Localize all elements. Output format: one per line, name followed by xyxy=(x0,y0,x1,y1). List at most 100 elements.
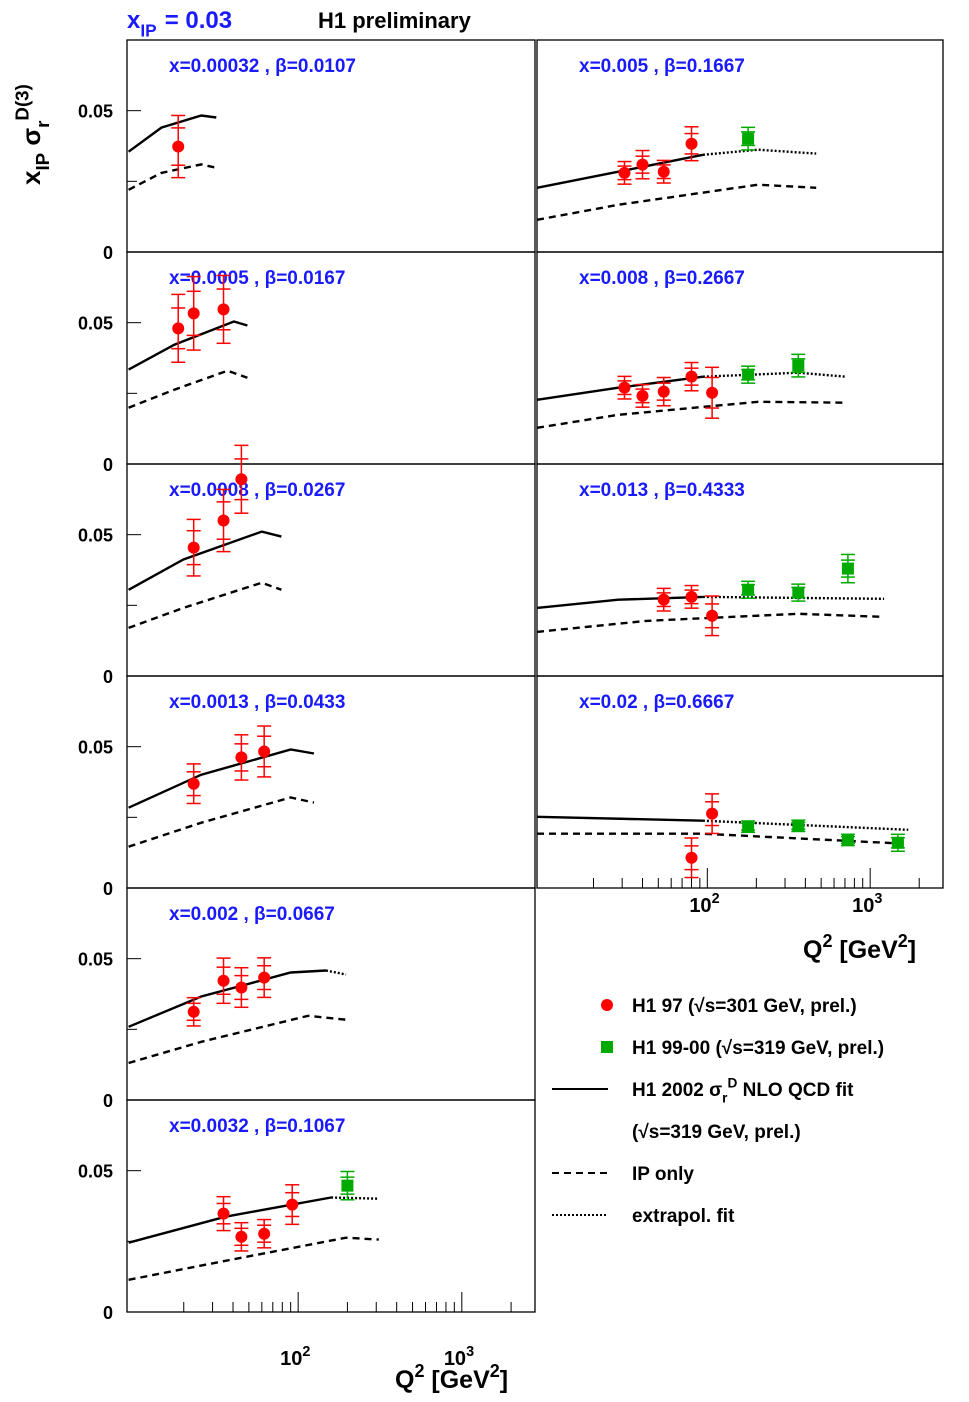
curve-dashed xyxy=(128,1236,379,1281)
data-point xyxy=(636,158,649,171)
panel-label: x=0.008 , β=0.2667 xyxy=(579,268,745,289)
data-point xyxy=(258,1227,271,1240)
panel-frame xyxy=(126,1099,536,1313)
data-point xyxy=(217,1207,230,1220)
data-point xyxy=(235,473,248,486)
data-point xyxy=(657,165,670,178)
data-point xyxy=(891,836,904,849)
panel-label: x=0.0008 , β=0.0267 xyxy=(169,480,345,501)
text-part: 2 xyxy=(302,1344,310,1360)
y-tick-label: 0 xyxy=(103,455,113,475)
data-point xyxy=(636,389,649,402)
text-part: extrapol. fit xyxy=(632,1206,735,1227)
data-point xyxy=(618,381,631,394)
text-part: 10 xyxy=(444,1348,466,1370)
data-point xyxy=(172,322,185,335)
panel-label: x=0.0013 , β=0.0433 xyxy=(169,692,345,713)
curve-dotted xyxy=(702,148,817,156)
legend-label: H1 99-00 (√s=319 GeV, prel.) xyxy=(632,1038,884,1059)
text-part: IP xyxy=(140,20,156,40)
text-part: [GeV xyxy=(424,1366,490,1394)
x-tick-label: 102 xyxy=(280,1344,310,1370)
text-part: ] xyxy=(908,936,916,964)
y-tick-label: 0.05 xyxy=(78,738,113,758)
curve-solid xyxy=(128,320,248,371)
data-point xyxy=(742,132,755,145)
text-part: 3 xyxy=(874,891,882,907)
curve-dashed xyxy=(536,183,817,221)
x-axis-label: Q2 [GeV2] xyxy=(395,1361,508,1394)
curve-solid xyxy=(127,114,217,153)
data-point xyxy=(235,1230,248,1243)
text-part: IP only xyxy=(632,1164,694,1185)
data-point xyxy=(685,590,698,603)
x-tick-label: 103 xyxy=(852,891,882,917)
text-part: D(3) xyxy=(11,84,32,120)
curve-dashed xyxy=(536,612,885,634)
curve-dotted xyxy=(702,371,847,378)
curve-solid xyxy=(536,153,704,189)
panel-label: x=0.02 , β=0.6667 xyxy=(579,692,734,713)
text-part: 2 xyxy=(898,931,908,951)
panel-frame xyxy=(536,675,944,889)
panel-label: x=0.00032 , β=0.0107 xyxy=(169,56,356,77)
text-part: H1 97 (√s=301 GeV, prel.) xyxy=(632,996,857,1017)
curve-dashed xyxy=(128,796,315,848)
curve-solid xyxy=(128,748,315,809)
data-point xyxy=(657,593,670,606)
data-point xyxy=(187,1005,200,1018)
panel-label: x=0.005 , β=0.1667 xyxy=(579,56,745,77)
text-part: IP xyxy=(32,153,53,171)
data-point xyxy=(841,833,854,846)
x-tick-label: 102 xyxy=(689,891,719,917)
y-tick-label: 0.05 xyxy=(78,950,113,970)
curve-dotted xyxy=(325,969,347,976)
data-point xyxy=(792,819,805,832)
data-point xyxy=(217,514,230,527)
data-point xyxy=(685,370,698,383)
text-part: r xyxy=(32,121,53,128)
curve-dotted xyxy=(702,819,909,831)
curve-solid xyxy=(536,815,703,822)
text-part: x xyxy=(127,7,141,34)
data-point xyxy=(187,541,200,554)
curve-solid xyxy=(128,1196,332,1244)
text-part: Q xyxy=(395,1366,414,1394)
text-part: 10 xyxy=(689,895,711,917)
text-part: Q xyxy=(803,936,822,964)
text-part: D xyxy=(727,1075,737,1090)
title: xIP = 0.03 xyxy=(127,7,232,40)
data-point xyxy=(187,777,200,790)
x-tick-label: 103 xyxy=(444,1344,474,1370)
legend-label: H1 97 (√s=301 GeV, prel.) xyxy=(632,996,857,1017)
data-point xyxy=(187,307,200,320)
text-part: 10 xyxy=(280,1348,302,1370)
curve-dashed xyxy=(128,581,282,630)
y-tick-label: 0 xyxy=(103,1303,113,1323)
y-tick-label: 0 xyxy=(103,879,113,899)
legend-label: IP only xyxy=(632,1164,694,1185)
text-part: [GeV xyxy=(832,936,898,964)
data-point xyxy=(685,137,698,150)
curve-solid xyxy=(536,375,704,401)
legend-marker xyxy=(601,1041,613,1053)
legend-label: H1 2002 σrD NLO QCD fit xyxy=(632,1075,854,1105)
y-tick-label: 0.05 xyxy=(78,526,113,546)
y-tick-label: 0.05 xyxy=(78,1162,113,1182)
y-tick-label: 0.05 xyxy=(78,314,113,334)
data-point xyxy=(742,368,755,381)
curve-dashed xyxy=(128,163,217,191)
data-point xyxy=(258,971,271,984)
data-point xyxy=(172,140,185,153)
data-point xyxy=(792,359,805,372)
text-part: = 0.03 xyxy=(165,7,232,34)
data-point xyxy=(258,745,271,758)
curve-solid xyxy=(128,530,282,591)
text-part: 2 xyxy=(414,1361,424,1381)
panel-label: x=0.013 , β=0.4333 xyxy=(579,480,745,501)
data-point xyxy=(618,166,631,179)
text-part: 2 xyxy=(490,1361,500,1381)
data-point xyxy=(841,562,854,575)
data-point xyxy=(685,851,698,864)
panel-label: x=0.0032 , β=0.1067 xyxy=(169,1116,345,1137)
